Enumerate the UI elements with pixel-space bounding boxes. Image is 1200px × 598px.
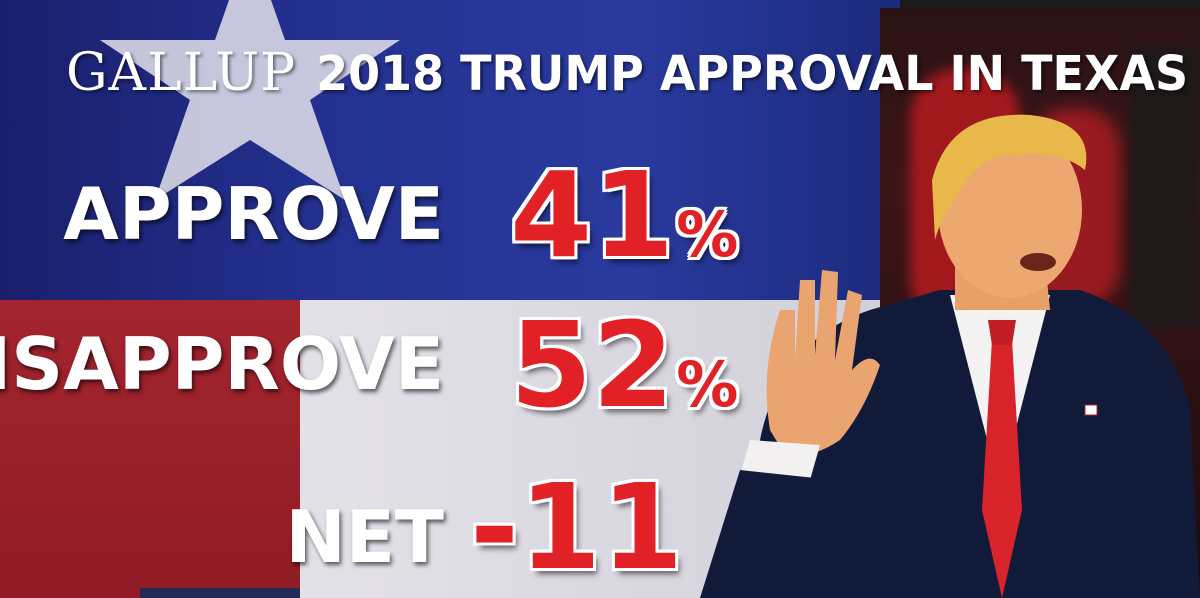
bottom-bezel bbox=[140, 588, 300, 598]
flag-red-stripe bbox=[0, 300, 300, 598]
approve-value: 41% bbox=[510, 150, 738, 300]
approve-unit: % bbox=[676, 198, 739, 271]
disapprove-label: DISAPPROVE bbox=[0, 322, 444, 406]
net-label: NET bbox=[285, 495, 444, 579]
flag-star-icon bbox=[100, 0, 400, 200]
gallup-logo: GALLUP bbox=[66, 43, 297, 103]
page-title: 2018 TRUMP APPROVAL IN TEXAS bbox=[316, 44, 1189, 102]
title-row: GALLUP 2018 TRUMP APPROVAL IN TEXAS bbox=[66, 38, 1188, 108]
approve-number: 41 bbox=[510, 146, 675, 284]
disapprove-value: 52% bbox=[510, 300, 738, 450]
approve-label: APPROVE bbox=[63, 172, 444, 256]
disapprove-number: 52 bbox=[510, 296, 675, 434]
disapprove-unit: % bbox=[676, 348, 739, 421]
net-value: -11 bbox=[470, 458, 684, 596]
speaker-photo bbox=[700, 114, 1200, 598]
